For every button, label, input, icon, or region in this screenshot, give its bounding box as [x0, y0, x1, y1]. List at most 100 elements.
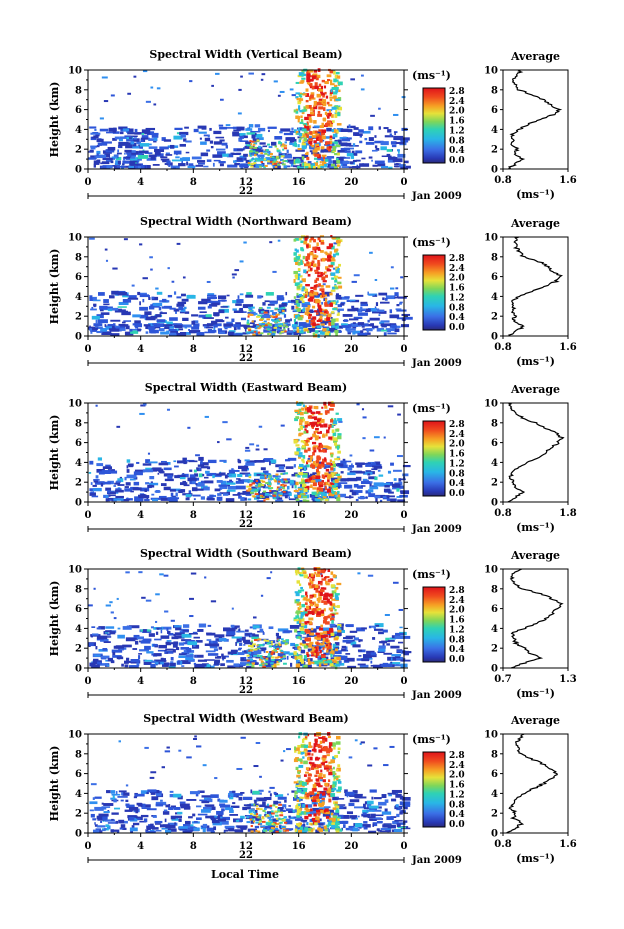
heatmap-cell	[308, 316, 312, 320]
heatmap-cell	[331, 650, 335, 654]
heatmap-cell	[164, 325, 174, 329]
heatmap-cell	[324, 486, 327, 491]
heatmap-cell	[366, 328, 373, 332]
heatmap-cell	[309, 143, 313, 147]
heatmap-cell	[168, 806, 174, 811]
heatmap-cell	[235, 794, 239, 798]
heatmap-cell	[315, 312, 319, 315]
heatmap-cell	[320, 148, 331, 153]
heatmap-cell	[276, 635, 282, 639]
heatmap-cell	[256, 818, 262, 821]
heatmap-cell	[225, 807, 234, 811]
heatmap-cell	[204, 804, 215, 807]
heatmap-cell	[332, 160, 338, 164]
heatmap-cell	[193, 320, 199, 324]
heatmap-cell	[136, 141, 142, 145]
heatmap-cell	[306, 73, 311, 77]
heatmap-cell	[310, 762, 315, 765]
heatmap-cell	[167, 294, 173, 298]
heatmap-cell	[314, 571, 317, 575]
heatmap-cell	[262, 656, 266, 659]
heatmap-cell	[338, 661, 342, 666]
heatmap-cell	[282, 655, 286, 658]
heatmap-cell	[156, 792, 162, 797]
heatmap-cell	[259, 775, 262, 778]
heatmap-cell	[322, 597, 327, 601]
heatmap-cell	[283, 651, 287, 654]
heatmap-cell	[262, 145, 268, 148]
heatmap-cell	[203, 486, 210, 491]
heatmap-cell	[111, 812, 119, 815]
heatmap-cell	[247, 659, 257, 664]
heatmap-cell	[197, 628, 204, 632]
y-tick-label: 8	[75, 85, 82, 96]
heatmap-cell	[334, 153, 338, 156]
heatmap-cell	[257, 331, 261, 334]
heatmap-cell	[285, 165, 291, 168]
heatmap-cell	[308, 582, 312, 586]
heatmap-cell	[342, 163, 348, 167]
heatmap-cell	[219, 459, 227, 462]
heatmap-cell	[277, 656, 280, 659]
heatmap-cell	[285, 639, 290, 642]
heatmap-cell	[183, 461, 187, 465]
heatmap-cell	[249, 322, 255, 325]
heatmap-cell	[382, 629, 388, 633]
heatmap-cell	[193, 128, 199, 133]
x-tick-label: 4	[137, 177, 144, 188]
heatmap-cell	[104, 248, 108, 251]
heatmap-cell	[327, 475, 331, 480]
heatmap-cell	[389, 637, 396, 640]
heatmap-cell	[368, 476, 376, 480]
heatmap-cell	[315, 645, 319, 650]
heatmap-cell	[336, 329, 342, 333]
heatmap-cell	[348, 825, 355, 829]
heatmap-cell	[394, 655, 401, 659]
colorbar	[422, 254, 446, 331]
heatmap-cell	[141, 596, 146, 599]
heatmap-cell	[312, 246, 316, 251]
heatmap-cell	[340, 147, 351, 151]
x-tick-label: 16	[292, 344, 306, 355]
heatmap-cell	[402, 165, 411, 169]
heatmap-cell	[291, 127, 294, 131]
heatmap-cell	[283, 484, 287, 487]
heatmap-cell	[90, 155, 97, 158]
heatmap-cell	[94, 128, 97, 131]
heatmap-cell	[302, 804, 306, 808]
heatmap-cell	[263, 448, 268, 451]
heatmap-cell	[301, 145, 307, 150]
heatmap-cell	[170, 332, 177, 336]
heatmap-cell	[279, 492, 283, 495]
heatmap-cell	[235, 480, 244, 484]
heatmap-cell	[303, 488, 308, 493]
heatmap-cell	[124, 660, 129, 664]
heatmap-cell	[251, 482, 256, 485]
heatmap-cell	[105, 498, 110, 502]
heatmap-cell	[329, 462, 335, 466]
heatmap-cell	[167, 642, 178, 645]
heatmap-cell	[145, 331, 149, 334]
heatmap-cell	[331, 286, 335, 290]
heatmap-cell	[123, 157, 126, 161]
heatmap-cell	[214, 473, 223, 476]
heatmap-cell	[122, 644, 132, 648]
heatmap-cell	[294, 141, 297, 144]
heatmap-cell	[186, 295, 196, 299]
heatmap-cell	[328, 243, 333, 248]
y-tick-label: 8	[75, 584, 82, 595]
heatmap-cell	[307, 437, 312, 440]
heatmap-cell	[309, 494, 316, 498]
heatmap-cell	[165, 154, 173, 156]
heatmap-cell	[195, 793, 199, 797]
heatmap-cell	[273, 160, 277, 163]
heatmap-cell	[246, 666, 253, 668]
heatmap-cell	[306, 244, 309, 248]
heatmap-cell	[283, 154, 293, 159]
heatmap-cell	[336, 156, 347, 159]
heatmap-cell	[335, 109, 338, 114]
heatmap-cell	[392, 820, 399, 825]
heatmap-cell	[374, 278, 378, 281]
heatmap-cell	[180, 134, 186, 138]
heatmap-cell	[100, 327, 108, 332]
